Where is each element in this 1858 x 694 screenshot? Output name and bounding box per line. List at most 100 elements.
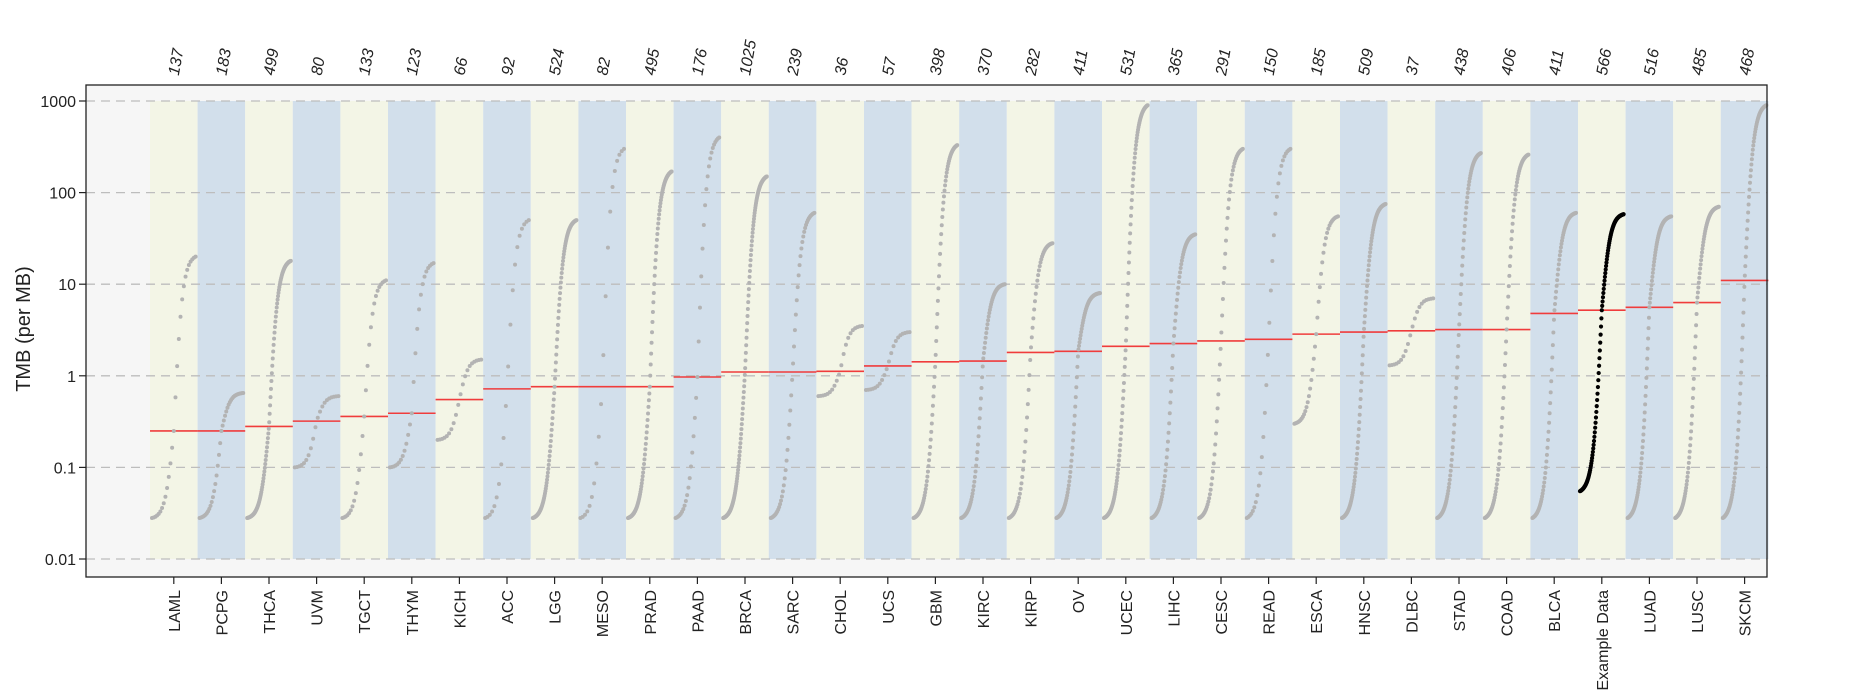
- data-point: [986, 314, 991, 319]
- data-point: [1644, 366, 1649, 371]
- data-point: [934, 325, 939, 330]
- data-point: [927, 458, 932, 463]
- data-point: [1693, 334, 1698, 339]
- data-point: [1700, 250, 1704, 255]
- data-point: [1554, 283, 1559, 288]
- data-point: [1036, 273, 1041, 278]
- data-point: [415, 326, 420, 331]
- band-esca: [1292, 101, 1340, 559]
- data-point: [409, 411, 414, 416]
- data-point: [1445, 491, 1450, 496]
- data-point: [548, 444, 553, 449]
- data-point: [215, 463, 220, 468]
- data-point: [747, 280, 752, 285]
- data-point: [1206, 499, 1211, 504]
- data-point: [1598, 332, 1603, 337]
- data-point: [1494, 486, 1499, 491]
- data-point: [1739, 359, 1744, 364]
- data-point: [207, 506, 212, 511]
- data-point: [1065, 493, 1070, 498]
- points-skcm: [1720, 103, 1769, 521]
- data-point: [1160, 491, 1165, 496]
- data-point: [1512, 202, 1517, 207]
- category-label: LUAD: [1642, 590, 1659, 633]
- data-point: [1352, 481, 1357, 486]
- data-point: [943, 183, 948, 188]
- sample-count-label: 80: [309, 56, 329, 77]
- data-point: [411, 380, 416, 384]
- data-point: [1216, 392, 1221, 397]
- data-point: [1597, 356, 1602, 361]
- data-point: [185, 267, 190, 272]
- data-point: [1066, 487, 1071, 492]
- sample-count-label: 406: [1499, 47, 1520, 76]
- data-point: [554, 352, 559, 357]
- data-point: [1362, 314, 1367, 319]
- data-point: [751, 216, 756, 221]
- data-point: [1220, 296, 1225, 301]
- data-point: [738, 436, 743, 441]
- data-point: [456, 402, 461, 407]
- data-point: [1526, 152, 1531, 157]
- data-point: [1364, 289, 1369, 294]
- sample-count-label: 468: [1737, 47, 1758, 76]
- data-point: [653, 265, 658, 270]
- data-point: [1255, 493, 1260, 498]
- data-point: [1499, 433, 1504, 438]
- data-point: [555, 337, 560, 342]
- data-point: [1694, 311, 1699, 316]
- data-point: [496, 481, 501, 486]
- data-point: [801, 234, 806, 239]
- data-point: [1252, 505, 1257, 510]
- data-point: [1021, 459, 1026, 464]
- data-point: [1221, 281, 1226, 286]
- data-point: [1120, 411, 1125, 416]
- data-point: [1017, 491, 1022, 496]
- data-point: [1454, 375, 1459, 380]
- data-point: [1556, 262, 1561, 267]
- data-point: [1120, 403, 1125, 408]
- data-point: [313, 425, 318, 430]
- data-point: [1498, 448, 1503, 453]
- data-point: [322, 400, 327, 405]
- data-point: [499, 462, 504, 467]
- data-point: [744, 335, 749, 340]
- data-point: [737, 453, 742, 458]
- data-point: [268, 395, 273, 400]
- data-point: [1504, 339, 1509, 344]
- data-point: [1599, 316, 1604, 321]
- data-point: [735, 470, 740, 475]
- data-point: [986, 318, 991, 323]
- data-point: [696, 339, 701, 344]
- data-point: [494, 495, 499, 500]
- data-point: [1207, 492, 1212, 497]
- data-point: [1733, 466, 1738, 471]
- data-point: [797, 263, 802, 268]
- data-point: [1226, 206, 1231, 211]
- data-point: [975, 450, 980, 455]
- data-point: [1288, 146, 1293, 151]
- data-point: [398, 457, 403, 462]
- data-point: [1167, 421, 1172, 426]
- data-point: [1643, 385, 1648, 389]
- points-read: [1244, 146, 1293, 521]
- data-point: [574, 218, 579, 223]
- data-point: [1540, 491, 1545, 496]
- data-point: [1502, 374, 1507, 379]
- data-point: [877, 381, 882, 386]
- data-point: [1164, 462, 1169, 467]
- data-point: [1496, 467, 1501, 472]
- data-point: [748, 252, 753, 257]
- data-point: [1121, 388, 1126, 393]
- data-point: [1497, 455, 1502, 460]
- data-point: [972, 474, 977, 479]
- data-point: [1356, 427, 1361, 432]
- data-point: [932, 374, 937, 379]
- data-point: [406, 432, 411, 437]
- data-point: [884, 367, 889, 372]
- data-point: [1223, 238, 1228, 243]
- data-point: [1132, 160, 1137, 165]
- data-point: [1449, 457, 1454, 462]
- data-point: [780, 489, 785, 494]
- data-point: [1072, 413, 1077, 418]
